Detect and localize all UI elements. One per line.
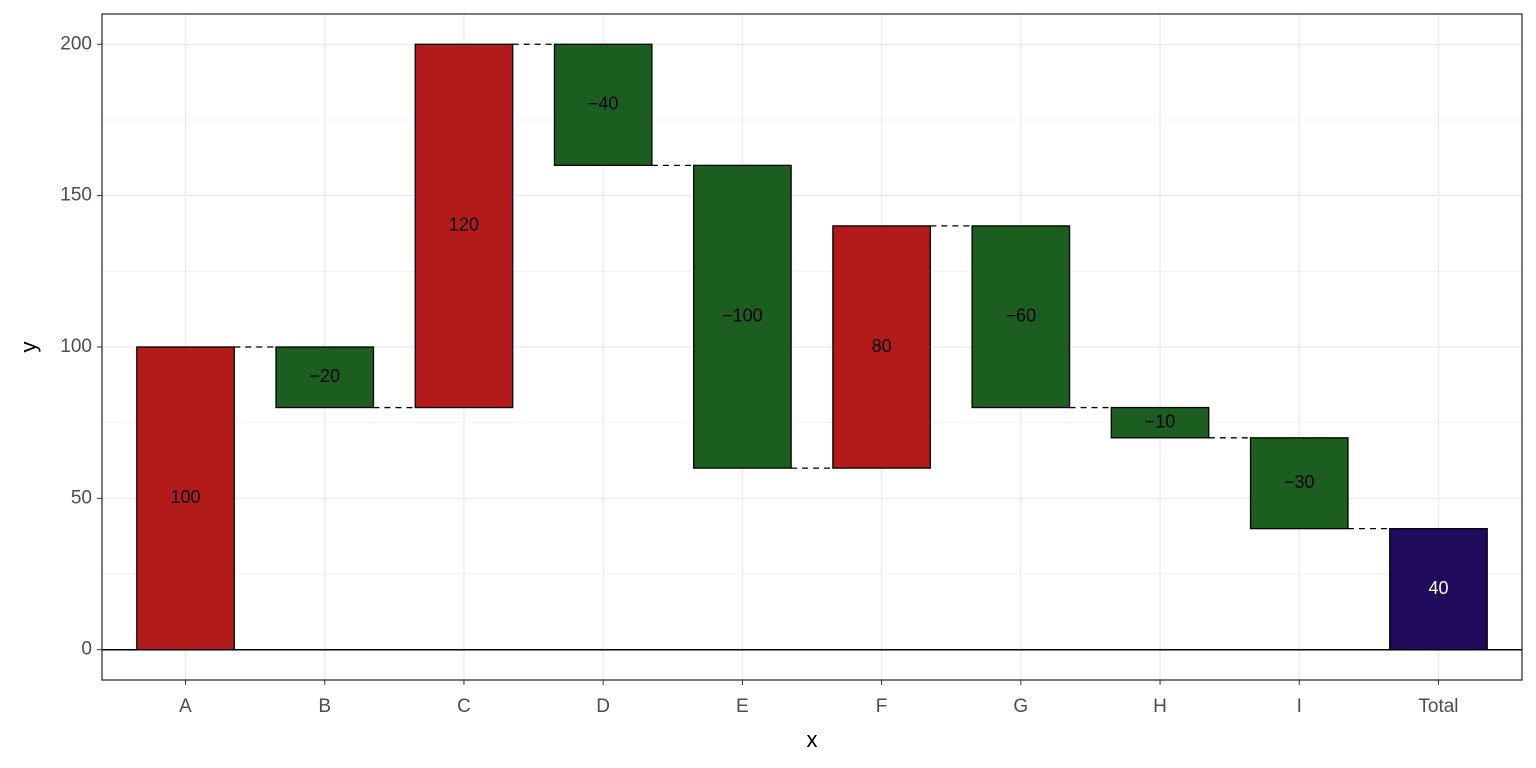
- bar: [136, 346, 235, 651]
- value-label: −30: [1284, 472, 1315, 492]
- value-label: 100: [171, 487, 201, 507]
- x-tick-label: E: [736, 696, 749, 717]
- value-label: −60: [1006, 305, 1037, 325]
- x-tick-label: F: [876, 696, 888, 717]
- x-axis-title: x: [807, 727, 818, 752]
- y-tick-label: 50: [71, 487, 92, 508]
- x-tick-label: Total: [1418, 696, 1458, 717]
- bar: [275, 346, 375, 409]
- bar: [832, 225, 931, 469]
- plot-border: [101, 13, 1523, 681]
- x-tick-label: C: [457, 696, 471, 717]
- y-tick-label: 100: [60, 336, 92, 357]
- bar: [1249, 437, 1349, 530]
- y-tick-label: 200: [60, 33, 92, 54]
- value-label: −100: [722, 305, 763, 325]
- bar: [693, 164, 792, 469]
- x-tick-label: D: [596, 696, 610, 717]
- x-tick-label: I: [1297, 696, 1302, 717]
- bar: [553, 43, 653, 167]
- value-label: −40: [588, 94, 619, 114]
- x-tick-label: H: [1153, 696, 1167, 717]
- value-label: −10: [1145, 411, 1176, 431]
- x-tick-label: G: [1013, 696, 1028, 717]
- bar: [1389, 527, 1488, 651]
- value-label: 120: [449, 215, 479, 235]
- y-axis-title: y: [16, 342, 41, 353]
- y-tick-label: 0: [81, 639, 92, 660]
- x-tick-label: A: [179, 696, 192, 717]
- value-label: −20: [309, 366, 340, 386]
- bar: [971, 225, 1071, 409]
- y-tick-label: 150: [60, 185, 92, 206]
- x-tick-label: B: [318, 696, 331, 717]
- value-label: 80: [872, 336, 892, 356]
- bar: [414, 43, 514, 409]
- bar: [1110, 406, 1210, 439]
- value-label: 40: [1428, 578, 1448, 598]
